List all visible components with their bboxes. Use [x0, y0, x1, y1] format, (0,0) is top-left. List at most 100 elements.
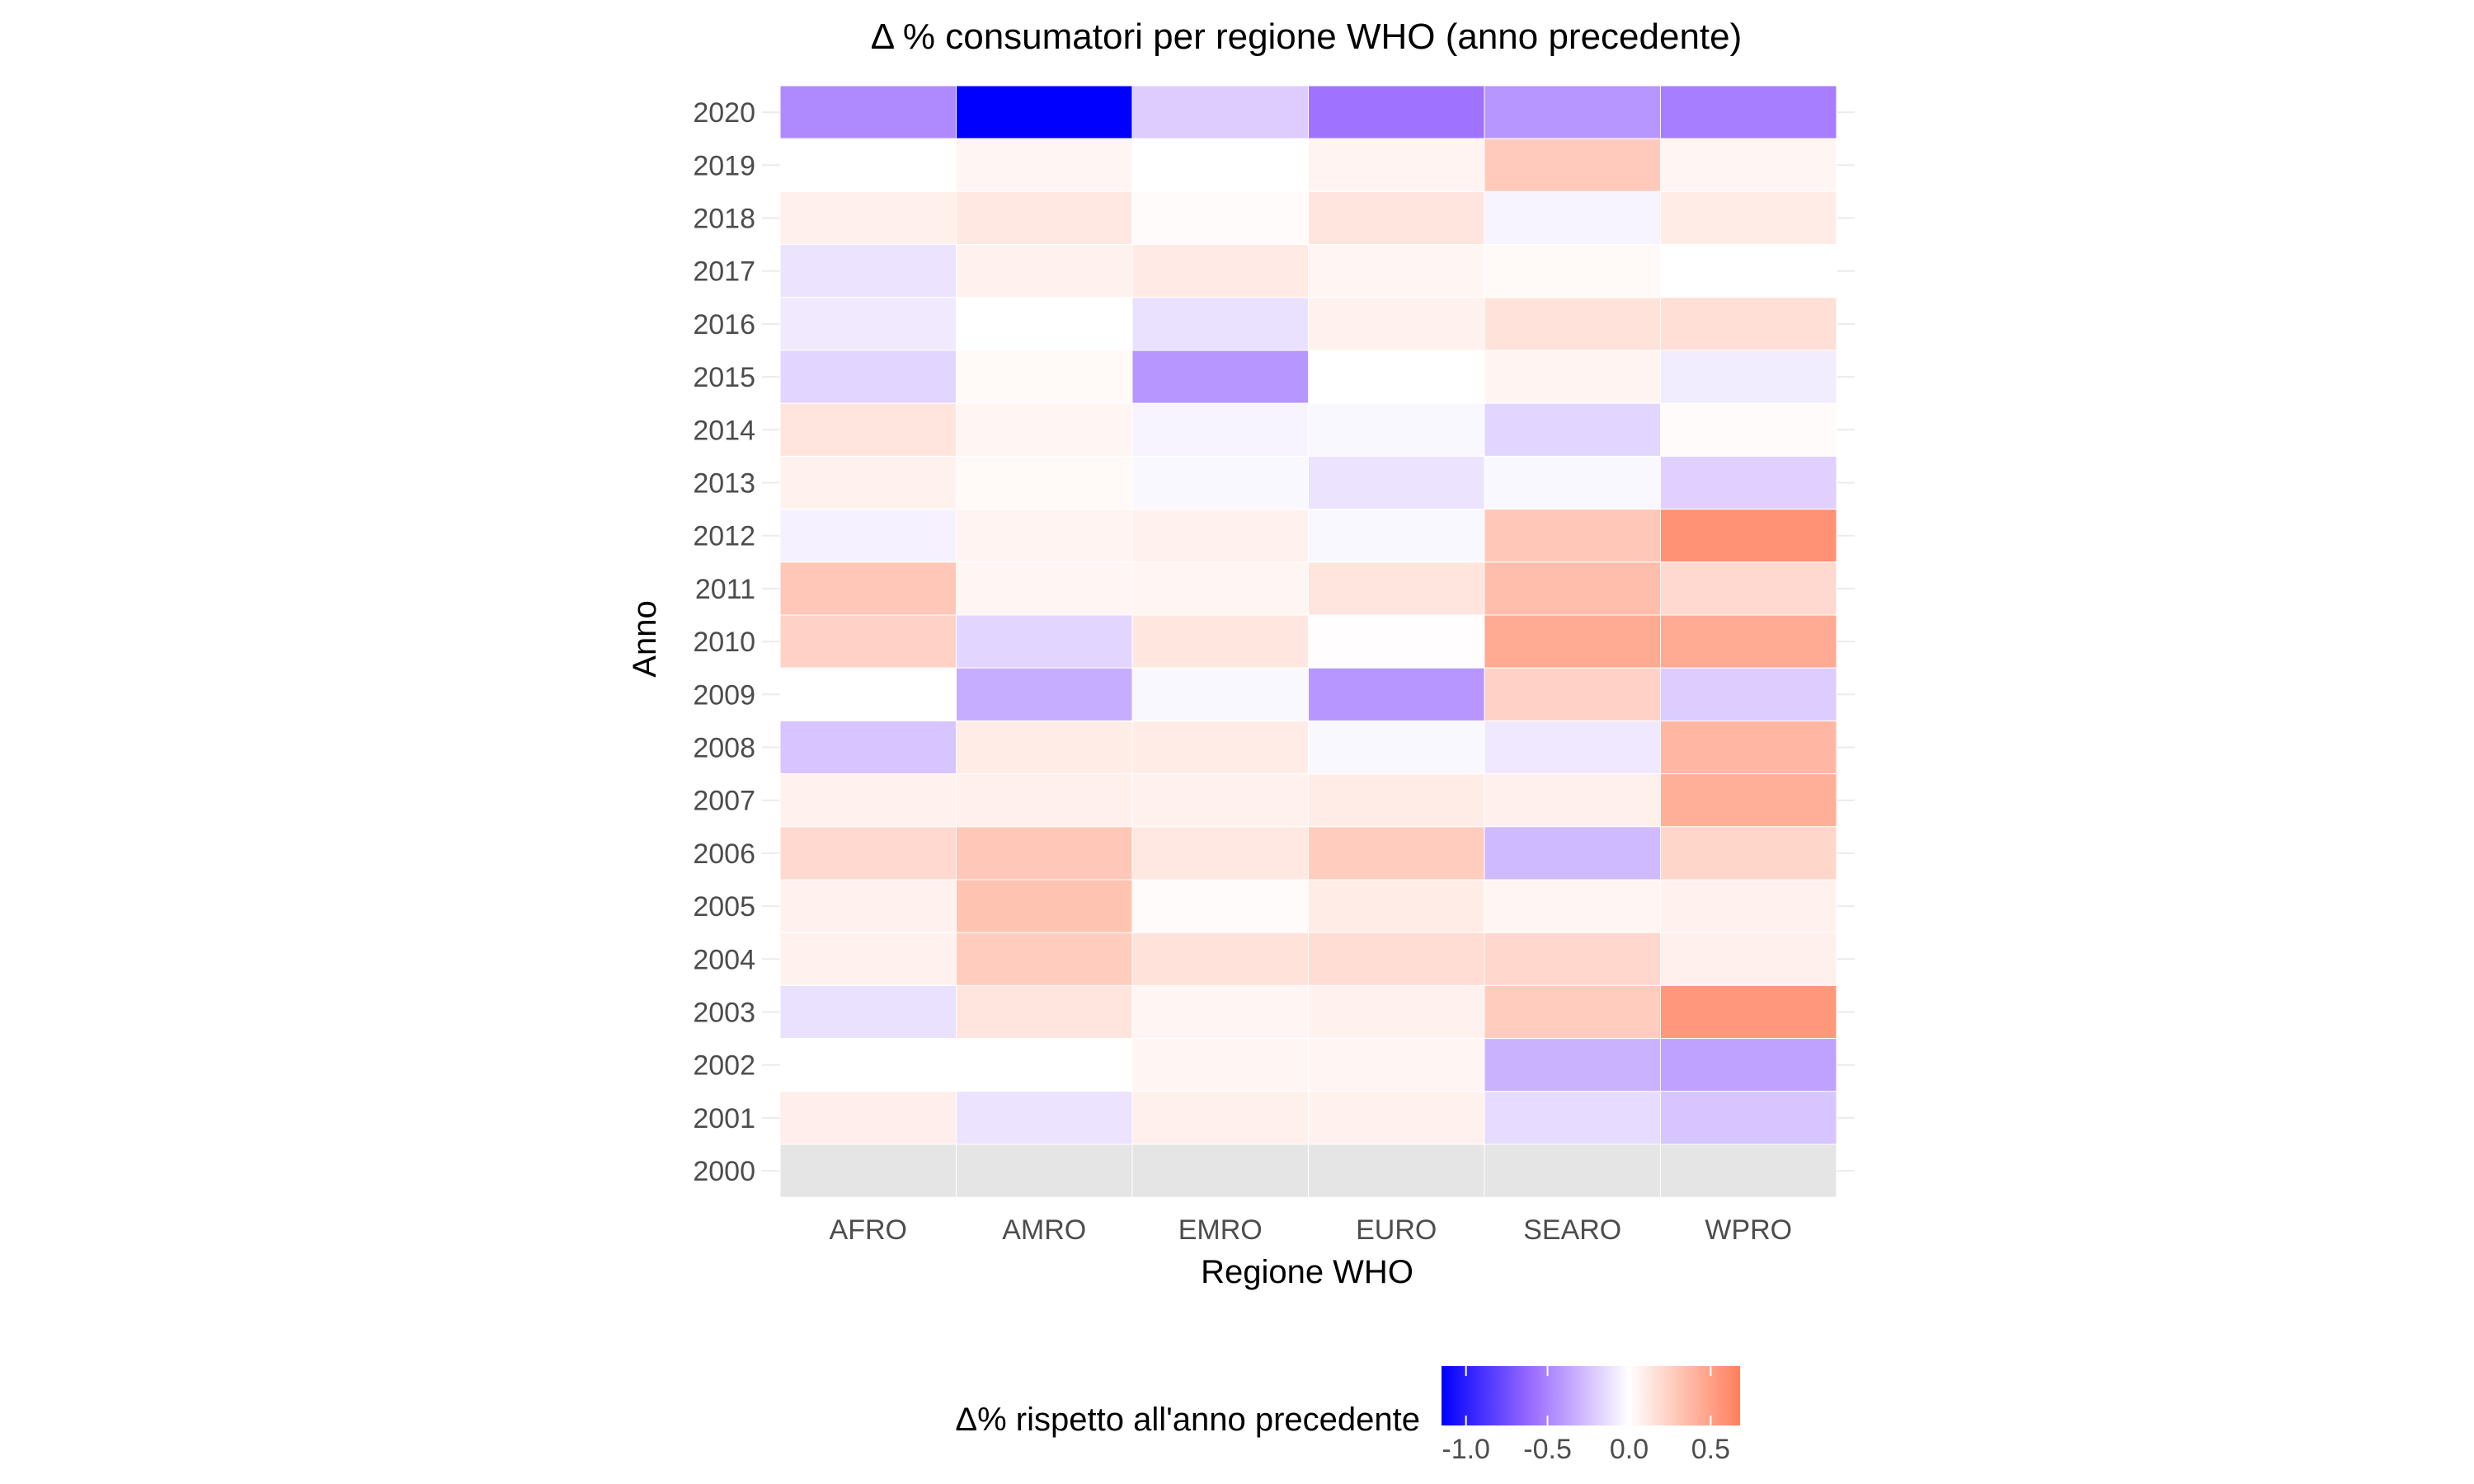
heatmap-cell-AFRO-2018 [779, 190, 957, 246]
y-tick-label: 2020 [693, 97, 755, 129]
heatmap-cell-AFRO-2004 [779, 932, 957, 986]
heatmap-cell-SEARO-2019 [1484, 138, 1661, 192]
heatmap-cell-WPRO-2004 [1660, 932, 1837, 986]
heatmap-cell-EMRO-2000 [1131, 1144, 1309, 1198]
heatmap-cell-AFRO-2005 [779, 879, 957, 933]
y-tick-label: 2001 [693, 1103, 755, 1134]
heatmap-cell-AMRO-2020 [956, 85, 1133, 139]
y-tick-label: 2006 [693, 838, 755, 870]
legend-colorbar [1442, 1366, 1740, 1425]
heatmap-cell-WPRO-2012 [1660, 509, 1837, 563]
heatmap-cell-EMRO-2015 [1131, 350, 1309, 404]
heatmap-cell-EURO-2007 [1308, 773, 1485, 828]
x-tick-label: AMRO [1002, 1214, 1086, 1246]
heatmap-cell-EURO-2014 [1308, 402, 1485, 457]
heatmap-cell-AMRO-2011 [956, 561, 1133, 616]
heatmap-cell-AFRO-2001 [779, 1091, 957, 1145]
heatmap-cell-EURO-2008 [1308, 720, 1485, 775]
heatmap-cell-AFRO-2009 [779, 667, 957, 721]
heatmap-cell-WPRO-2009 [1660, 667, 1837, 721]
heatmap-cell-AFRO-2012 [779, 509, 957, 563]
x-tick-label: EURO [1356, 1214, 1437, 1246]
heatmap-cell-EURO-2005 [1308, 879, 1485, 933]
y-tick-label: 2011 [695, 574, 755, 605]
heatmap-cell-SEARO-2016 [1484, 297, 1661, 351]
heatmap-cell-WPRO-2005 [1660, 879, 1837, 933]
legend-tick-label: 0.5 [1691, 1434, 1730, 1465]
heatmap-cell-AFRO-2002 [779, 1038, 957, 1092]
heatmap-cell-SEARO-2005 [1484, 879, 1661, 933]
heatmap-cell-EURO-2012 [1308, 509, 1485, 563]
y-tick-label: 2000 [693, 1156, 755, 1187]
y-tick-label: 2010 [693, 627, 755, 658]
heatmap-cell-AFRO-2019 [779, 138, 957, 192]
heatmap-cell-EURO-2017 [1308, 244, 1485, 298]
heatmap-cell-AFRO-2014 [779, 402, 957, 457]
heatmap-cell-EMRO-2012 [1131, 509, 1309, 563]
heatmap-cell-AMRO-2005 [956, 879, 1133, 933]
heatmap-cell-AMRO-2003 [956, 984, 1133, 1040]
heatmap-cell-AMRO-2015 [956, 350, 1133, 404]
y-tick-label: 2013 [693, 468, 755, 500]
heatmap-cell-EMRO-2008 [1131, 720, 1309, 775]
heatmap-cell-WPRO-2007 [1660, 773, 1837, 828]
y-tick-label: 2019 [693, 150, 755, 181]
y-tick-label: 2002 [693, 1050, 755, 1082]
heatmap-cell-WPRO-2019 [1660, 138, 1837, 192]
heatmap-cell-EMRO-2002 [1131, 1038, 1309, 1092]
x-tick-label: WPRO [1705, 1214, 1792, 1246]
heatmap-cell-EURO-2001 [1308, 1091, 1485, 1145]
heatmap-cell-EMRO-2019 [1131, 138, 1309, 192]
y-tick-label: 2012 [693, 521, 755, 552]
heatmap-cell-AFRO-2015 [779, 350, 957, 404]
heatmap-cell-AMRO-2004 [956, 932, 1133, 986]
heatmap-cell-AFRO-2017 [779, 244, 957, 298]
heatmap-cell-AFRO-2006 [779, 826, 957, 881]
x-axis-label: Regione WHO [1201, 1254, 1413, 1290]
y-tick-label: 2005 [693, 891, 755, 923]
y-axis-label: Anno [627, 600, 663, 677]
heatmap-cell-WPRO-2014 [1660, 402, 1837, 457]
heatmap-cell-WPRO-2017 [1660, 244, 1837, 298]
heatmap-cell-EMRO-2016 [1131, 297, 1309, 351]
heatmap-cell-AFRO-2003 [779, 984, 957, 1040]
legend-tick-label: -1.0 [1442, 1434, 1490, 1465]
heatmap-cell-EURO-2011 [1308, 561, 1485, 616]
x-tick-label: AFRO [830, 1214, 907, 1246]
heatmap-cell-SEARO-2020 [1484, 85, 1661, 139]
heatmap-cell-AMRO-2018 [956, 190, 1133, 246]
heatmap-cell-EMRO-2018 [1131, 190, 1309, 246]
heatmap-cell-SEARO-2013 [1484, 455, 1661, 510]
heatmap-cell-AMRO-2000 [956, 1144, 1133, 1198]
heatmap-cell-SEARO-2000 [1484, 1144, 1661, 1198]
heatmap-cell-SEARO-2001 [1484, 1091, 1661, 1145]
heatmap-cell-EMRO-2005 [1131, 879, 1309, 933]
heatmap-cell-AFRO-2008 [779, 720, 957, 775]
heatmap-cell-WPRO-2013 [1660, 455, 1837, 510]
heatmap-cell-SEARO-2006 [1484, 826, 1661, 881]
y-tick-labels: 2020 2019 2018 2017 2016 2015 2014 2013 2012 2011… [693, 97, 755, 1187]
heatmap-cell-AMRO-2010 [956, 614, 1133, 669]
heatmap-cell-EURO-2003 [1308, 984, 1485, 1040]
legend-ticks: -1.0 -0.5 0.0 0.5 [1442, 1366, 1730, 1465]
heatmap-cell-AFRO-2013 [779, 455, 957, 510]
heatmap-cell-EURO-2013 [1308, 455, 1485, 510]
heatmap-cell-SEARO-2008 [1484, 720, 1661, 775]
heatmap-cell-SEARO-2018 [1484, 190, 1661, 246]
heatmap-cell-AMRO-2002 [956, 1038, 1133, 1092]
heatmap-cell-SEARO-2002 [1484, 1038, 1661, 1092]
heatmap-cell-SEARO-2004 [1484, 932, 1661, 986]
heatmap-cell-AMRO-2019 [956, 138, 1133, 192]
x-tick-label: EMRO [1178, 1214, 1263, 1246]
heatmap-cell-EMRO-2017 [1131, 244, 1309, 298]
heatmap-cell-EMRO-2011 [1131, 561, 1309, 616]
heatmap-cell-WPRO-2011 [1660, 561, 1837, 616]
y-tick-label: 2003 [693, 998, 755, 1029]
heatmap-cells [779, 85, 1837, 1198]
legend: Δ% rispetto all'anno precedente -1.0 -0.5… [955, 1366, 1740, 1465]
heatmap-cell-EMRO-2010 [1131, 614, 1309, 669]
heatmap-cell-AMRO-2009 [956, 667, 1133, 721]
y-tick-label: 2008 [693, 733, 755, 764]
heatmap-cell-WPRO-2003 [1660, 984, 1837, 1040]
